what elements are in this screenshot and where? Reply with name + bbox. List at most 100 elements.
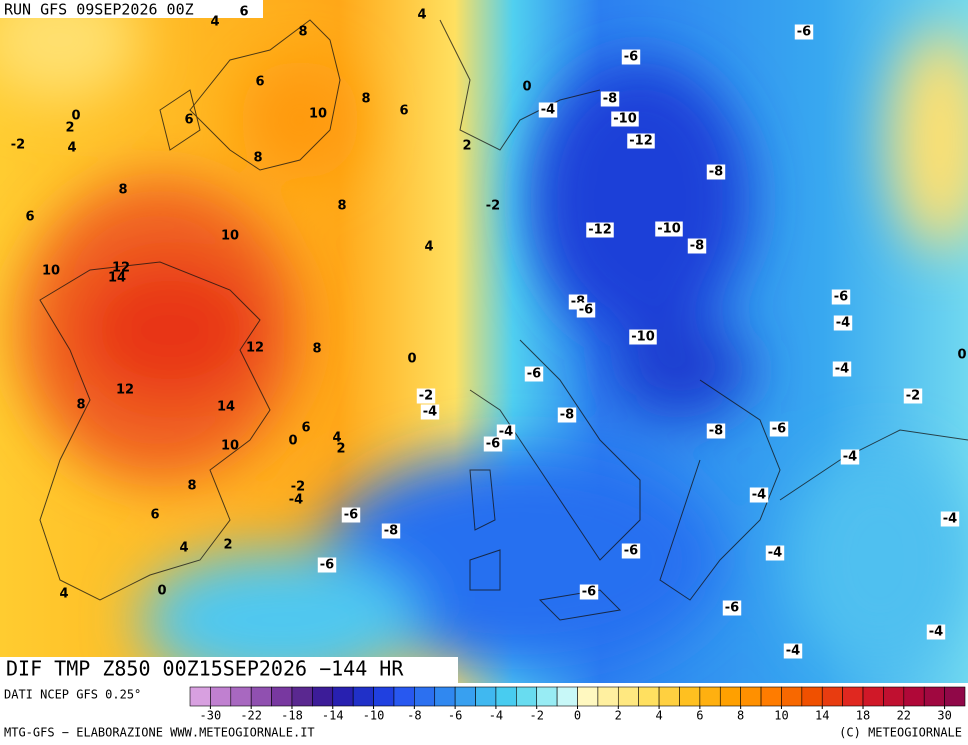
contour-label: -6 — [797, 25, 811, 40]
colorbar-tick-label: -30 — [200, 709, 222, 723]
contour-label: -10 — [613, 112, 637, 127]
colorbar-swatch — [903, 686, 925, 707]
colorbar-swatch — [454, 686, 476, 707]
colorbar-swatch — [556, 686, 578, 707]
colorbar-tick-label: 14 — [815, 709, 829, 723]
coastlines — [39, 19, 968, 621]
map-title: DIF TMP Z850 00Z15SEP2026 −144 HR — [6, 657, 404, 681]
label-box — [765, 545, 785, 561]
contour-label: -6 — [486, 437, 500, 452]
colorbar-tick-label: -8 — [407, 709, 421, 723]
contour-label: -6 — [725, 601, 739, 616]
label-box — [600, 91, 620, 107]
colorbar-tick-label: 8 — [737, 709, 744, 723]
contour-label: 8 — [118, 183, 127, 198]
colorbar-swatch — [373, 686, 395, 707]
colorbar-tick-label: 30 — [937, 709, 951, 723]
label-box — [833, 315, 853, 331]
contour-label: 0 — [71, 109, 80, 124]
label-box — [722, 600, 742, 616]
contour-label: 4 — [424, 240, 433, 255]
contour-label: -2 — [486, 199, 500, 214]
contour-label: 4 — [332, 431, 341, 446]
colorbar-swatch — [842, 686, 864, 707]
colorbar-tick-label: -22 — [240, 709, 262, 723]
colorbar-swatch — [516, 686, 538, 707]
contour-label: 8 — [312, 342, 321, 357]
contour-label: 2 — [336, 442, 345, 457]
contour-label: 6 — [25, 210, 34, 225]
colorbar-swatch — [862, 686, 884, 707]
contour-label: -6 — [527, 367, 541, 382]
colorbar-tick-label: -14 — [322, 709, 344, 723]
label-box — [420, 404, 440, 420]
contour-label: -4 — [289, 493, 303, 508]
contour-label: -6 — [772, 422, 786, 437]
contour-label: 0 — [407, 352, 416, 367]
contour-label: 6 — [150, 508, 159, 523]
contour-label: -6 — [320, 558, 334, 573]
contour-label: 6 — [255, 75, 264, 90]
colorbar-swatch — [189, 686, 211, 707]
label-box — [831, 289, 851, 305]
colorbar-swatch — [414, 686, 436, 707]
contour-label: 10 — [221, 229, 239, 244]
contour-label: 12 — [246, 341, 264, 356]
contour-label: 4 — [59, 587, 68, 602]
contour-label: -8 — [709, 165, 723, 180]
contour-label: -4 — [835, 362, 849, 377]
colorbar-swatch — [291, 686, 313, 707]
label-box — [524, 366, 544, 382]
contour-label: 8 — [76, 398, 85, 413]
colorbar-tick-label: 10 — [774, 709, 788, 723]
colorbar-tick-label: -4 — [489, 709, 503, 723]
label-box — [621, 543, 641, 559]
contour-label: 14 — [217, 400, 235, 415]
contour-label: -2 — [291, 480, 305, 495]
colorbar-swatch — [332, 686, 354, 707]
contour-label: 6 — [301, 421, 310, 436]
colorbar-swatch — [577, 686, 599, 707]
colorbar-swatch — [352, 686, 374, 707]
colorbar-swatch — [434, 686, 456, 707]
contour-label: 14 — [108, 271, 126, 286]
label-box — [611, 111, 639, 127]
label-box — [621, 49, 641, 65]
contour-label: 2 — [462, 139, 471, 154]
colorbar-swatch — [638, 686, 660, 707]
contour-label: 8 — [253, 151, 262, 166]
label-box — [840, 449, 860, 465]
contour-label: -6 — [344, 508, 358, 523]
contour-label: 6 — [184, 113, 193, 128]
contour-label: 6 — [399, 104, 408, 119]
contour-label: 8 — [187, 479, 196, 494]
contour-label: -4 — [499, 425, 513, 440]
colorbar-swatch — [393, 686, 415, 707]
label-box — [769, 421, 789, 437]
label-box — [538, 102, 558, 118]
colorbar-swatch — [536, 686, 558, 707]
label-box — [655, 221, 683, 237]
colorbar-swatch — [760, 686, 782, 707]
colorbar-swatch — [923, 686, 945, 707]
contour-label: -8 — [384, 524, 398, 539]
colorbar-swatch — [312, 686, 334, 707]
contour-label: -10 — [657, 222, 681, 237]
colorbar-swatch — [944, 686, 966, 707]
label-box — [586, 222, 614, 238]
colorbar-swatch — [597, 686, 619, 707]
colorbar-tick-label: -10 — [363, 709, 385, 723]
colorbar-swatch — [271, 686, 293, 707]
colorbar-swatch — [617, 686, 639, 707]
contour-label: -4 — [541, 103, 555, 118]
colorbar-swatch — [495, 686, 517, 707]
colorbar-swatch — [658, 686, 680, 707]
contour-label: 4 — [67, 141, 76, 156]
colorbar-swatch — [250, 686, 272, 707]
label-box — [687, 238, 707, 254]
contour-label: -4 — [836, 316, 850, 331]
label-box — [496, 424, 516, 440]
